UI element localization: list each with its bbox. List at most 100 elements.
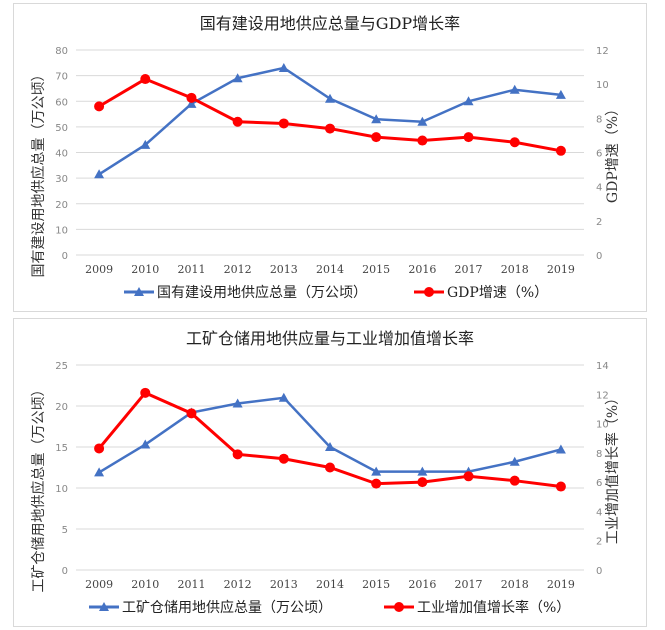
left-tick-label: 40 <box>55 149 68 160</box>
data-point-circle <box>371 478 382 489</box>
left-tick-label: 50 <box>55 123 68 134</box>
data-point-circle <box>417 135 428 146</box>
data-point-triangle <box>140 139 151 149</box>
data-point-circle <box>417 477 428 488</box>
data-point-circle <box>371 132 382 143</box>
data-point-circle <box>555 145 566 156</box>
right-tick-label: 0 <box>596 566 602 577</box>
x-tick-label: 2018 <box>501 578 529 591</box>
data-point-triangle <box>463 96 474 106</box>
x-tick-label: 2015 <box>362 578 390 591</box>
left-tick-label: 60 <box>55 97 68 108</box>
left-axis-title: 国有建设用地供应总量（万公顷） <box>30 68 47 278</box>
left-tick-label: 80 <box>55 46 68 57</box>
data-point-triangle <box>325 442 335 451</box>
legend-circle-icon <box>394 602 404 612</box>
right-tick-label: 14 <box>596 361 609 372</box>
data-point-circle <box>509 137 520 148</box>
left-tick-label: 10 <box>55 225 68 236</box>
data-point-circle <box>325 462 335 473</box>
series-line-0 <box>98 396 562 474</box>
data-point-triangle <box>140 439 151 449</box>
left-tick-label: 70 <box>55 72 68 83</box>
x-tick-label: 2009 <box>85 578 113 591</box>
x-tick-label: 2011 <box>177 578 205 591</box>
x-tick-label: 2013 <box>270 263 298 276</box>
data-point-circle <box>140 74 151 85</box>
series-line-1 <box>98 77 562 153</box>
left-tick-label: 0 <box>62 251 68 262</box>
x-tick-label: 2019 <box>547 263 575 276</box>
data-point-triangle <box>186 98 197 108</box>
x-tick-label: 2018 <box>501 263 529 276</box>
data-point-triangle <box>278 62 289 72</box>
left-axis-title: 工矿仓储用地供应总量（万公顷） <box>30 383 47 593</box>
right-tick-label: 8 <box>596 449 602 460</box>
data-point-circle <box>463 471 474 482</box>
left-tick-label: 20 <box>55 402 68 413</box>
left-tick-label: 30 <box>55 174 68 185</box>
x-tick-label: 2014 <box>316 578 344 591</box>
x-tick-label: 2015 <box>362 263 390 276</box>
legend-label: 工矿仓储用地供应总量（万公顷） <box>122 599 332 616</box>
data-point-circle <box>94 101 105 112</box>
right-tick-label: 0 <box>596 251 602 262</box>
data-point-triangle <box>232 73 243 83</box>
x-tick-label: 2013 <box>270 578 298 591</box>
left-tick-label: 5 <box>62 525 68 536</box>
left-tick-label: 20 <box>55 200 68 211</box>
right-tick-label: 6 <box>596 478 602 489</box>
legend-triangle-icon <box>99 602 109 611</box>
chart-title: 工矿仓储用地供应量与工业增加值增长率 <box>186 329 474 348</box>
x-tick-label: 2009 <box>85 263 113 276</box>
data-point-triangle <box>94 169 105 179</box>
right-tick-label: 10 <box>596 420 609 431</box>
data-point-triangle <box>325 93 335 103</box>
right-tick-label: 8 <box>596 114 602 125</box>
chart-title: 国有建设用地供应总量与GDP增长率 <box>200 14 460 33</box>
data-point-circle <box>325 123 335 134</box>
legend-label: 工业增加值增长率（%） <box>417 599 570 616</box>
data-point-circle <box>463 132 474 143</box>
right-tick-label: 4 <box>596 183 602 194</box>
right-axis-title: GDP增速（%） <box>605 102 621 203</box>
left-tick-label: 15 <box>55 443 68 454</box>
data-point-triangle <box>509 456 520 466</box>
legend-label: GDP增速（%） <box>447 285 548 301</box>
x-tick-label: 2010 <box>131 578 159 591</box>
right-tick-label: 10 <box>596 80 609 91</box>
right-tick-label: 2 <box>596 537 602 548</box>
right-tick-label: 2 <box>596 217 602 228</box>
chart-svg: 工矿仓储用地供应量与工业增加值增长率 0 5 10 15 20 25 0 2 4 6 8 10 12 14 2… <box>30 329 621 616</box>
right-tick-label: 6 <box>596 149 602 160</box>
left-tick-label: 25 <box>55 361 68 372</box>
x-tick-label: 2010 <box>131 263 159 276</box>
legend-label: 国有建设用地供应总量（万公顷） <box>157 284 367 301</box>
data-point-circle <box>278 118 289 129</box>
chart-panel-industrial-land: 工矿仓储用地供应量与工业增加值增长率 0 5 10 15 20 25 0 2 4 6 8 10 12 14 2… <box>13 318 647 627</box>
data-point-circle <box>555 481 566 492</box>
data-point-circle <box>186 92 197 103</box>
left-tick-label: 10 <box>55 484 68 495</box>
x-tick-label: 2017 <box>455 578 483 591</box>
series-line-0 <box>98 66 562 176</box>
data-point-triangle <box>371 466 382 476</box>
legend-triangle-icon <box>134 287 144 296</box>
data-point-triangle <box>371 114 382 124</box>
x-tick-label: 2017 <box>455 263 483 276</box>
data-point-circle <box>186 408 197 419</box>
x-tick-label: 2012 <box>224 263 252 276</box>
data-point-triangle <box>555 444 566 454</box>
data-point-triangle <box>232 398 243 408</box>
right-tick-label: 4 <box>596 507 602 518</box>
chart-panel-state-land: 国有建设用地供应总量与GDP增长率 0 10 20 30 40 50 60 70 80 0 2 4 6 8 1… <box>13 3 647 312</box>
right-tick-label: 12 <box>596 46 609 57</box>
data-point-triangle <box>417 116 428 126</box>
right-axis-title: 工业增加值增长率（%） <box>604 391 621 544</box>
x-tick-label: 2016 <box>408 263 436 276</box>
data-point-circle <box>509 475 520 486</box>
x-tick-label: 2012 <box>224 578 252 591</box>
chart-svg: 国有建设用地供应总量与GDP增长率 0 10 20 30 40 50 60 70 80 0 2 4 6 8 1… <box>30 14 621 301</box>
data-point-triangle <box>417 466 428 476</box>
data-point-triangle <box>278 392 289 402</box>
